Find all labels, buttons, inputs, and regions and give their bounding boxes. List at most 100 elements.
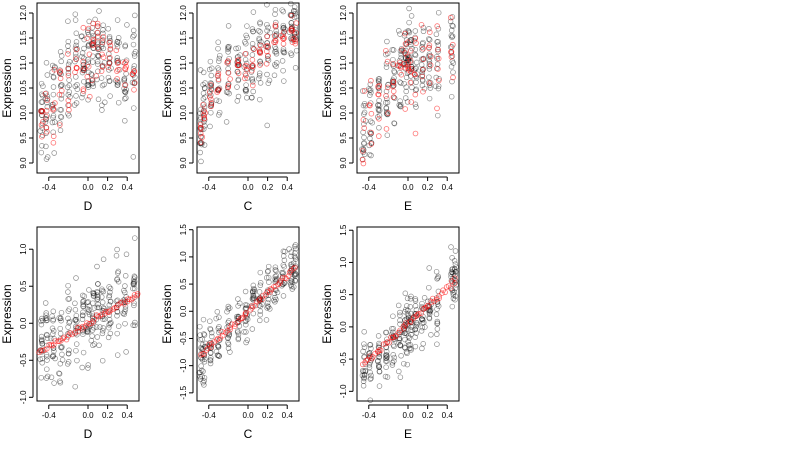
observed-point <box>96 46 102 52</box>
observed-point <box>95 281 101 287</box>
observed-point <box>122 89 129 96</box>
observed-point <box>66 320 72 326</box>
observed-point <box>361 375 367 382</box>
observed-point <box>201 142 208 148</box>
observed-point <box>398 353 404 359</box>
observed-point <box>80 303 86 310</box>
observed-point <box>79 50 86 56</box>
observed-point <box>73 74 79 80</box>
y-axis-title: Expression <box>320 284 334 343</box>
observed-point <box>407 341 413 348</box>
observed-point <box>243 82 249 88</box>
observed-point <box>397 309 403 316</box>
observed-point <box>376 102 383 109</box>
fitted-point <box>197 139 204 146</box>
observed-point <box>121 287 127 294</box>
fitted-point <box>375 133 382 139</box>
y-tick-label: 1.0 <box>179 251 188 263</box>
fitted-point <box>419 73 426 80</box>
y-axis-title: Expression <box>320 58 334 117</box>
observed-point <box>115 270 121 276</box>
observed-point <box>122 289 128 296</box>
observed-point <box>414 321 420 328</box>
x-tick-label: 0.0 <box>402 411 414 420</box>
fitted-point <box>207 88 213 95</box>
observed-point <box>412 28 419 34</box>
observed-point <box>280 253 287 259</box>
observed-point <box>376 363 382 370</box>
x-axis-title: C <box>244 199 253 213</box>
observed-point <box>433 268 440 275</box>
observed-point <box>250 292 256 299</box>
y-tick-label: -0.5 <box>19 353 28 367</box>
observed-point <box>106 33 113 40</box>
observed-point <box>449 78 455 85</box>
observed-point <box>201 126 207 132</box>
fitted-point <box>426 42 433 49</box>
observed-point <box>390 342 397 348</box>
observed-point <box>382 373 389 380</box>
observed-point <box>130 66 137 72</box>
observed-point <box>391 69 398 76</box>
observed-point <box>94 289 100 295</box>
observed-point <box>280 46 287 52</box>
observed-point <box>50 114 56 121</box>
observed-point <box>361 111 367 117</box>
observed-point <box>273 272 280 279</box>
observed-point <box>292 277 298 284</box>
fitted-point <box>394 62 401 69</box>
observed-point <box>99 357 106 364</box>
x-axis-title: E <box>404 199 412 213</box>
fitted-point <box>52 100 58 106</box>
observed-point <box>250 9 257 15</box>
y-tick-label: 1.0 <box>19 243 28 255</box>
observed-point <box>42 119 49 125</box>
observed-point <box>66 112 72 119</box>
fitted-point <box>250 82 256 89</box>
observed-point <box>114 308 121 315</box>
observed-point <box>100 327 106 334</box>
fitted-point <box>43 345 50 352</box>
observed-point <box>288 20 295 26</box>
fitted-point <box>115 59 122 65</box>
observed-point <box>413 59 420 66</box>
observed-point <box>234 54 241 60</box>
observed-point <box>396 28 402 34</box>
observed-point <box>43 331 50 338</box>
observed-point <box>384 339 390 346</box>
observed-point <box>288 249 295 255</box>
observed-point <box>123 251 130 258</box>
observed-point <box>99 102 105 109</box>
panel-top-right: -0.4 0.0 0.2 0.4 E 9.0 9.5 10.0 10.5 11.0 11.5 12.0… <box>320 2 460 213</box>
observed-point <box>90 293 97 299</box>
fitted-point <box>383 47 389 54</box>
observed-point <box>123 95 129 101</box>
observed-point <box>383 105 390 111</box>
observed-point <box>198 367 205 374</box>
fitted-point <box>219 332 226 339</box>
observed-point <box>271 72 278 79</box>
observed-point <box>131 285 138 292</box>
observed-point <box>421 319 427 326</box>
fitted-point <box>390 334 396 341</box>
observed-point <box>114 330 120 337</box>
observed-point <box>215 344 222 350</box>
plot-frame <box>356 2 460 174</box>
observed-point <box>43 375 50 381</box>
observed-point <box>249 289 256 296</box>
fitted-point <box>107 46 113 53</box>
observed-point <box>406 54 412 61</box>
observed-point <box>65 282 71 289</box>
observed-point <box>361 374 367 381</box>
observed-point <box>200 368 206 375</box>
observed-point <box>131 32 137 39</box>
observed-point <box>385 81 392 88</box>
fitted-point <box>435 66 441 72</box>
observed-point <box>452 268 459 275</box>
observed-point <box>129 79 136 86</box>
fitted-point <box>450 74 456 81</box>
observed-point <box>288 282 294 288</box>
observed-point <box>434 326 441 332</box>
observed-point <box>366 350 373 356</box>
observed-point <box>435 48 441 55</box>
